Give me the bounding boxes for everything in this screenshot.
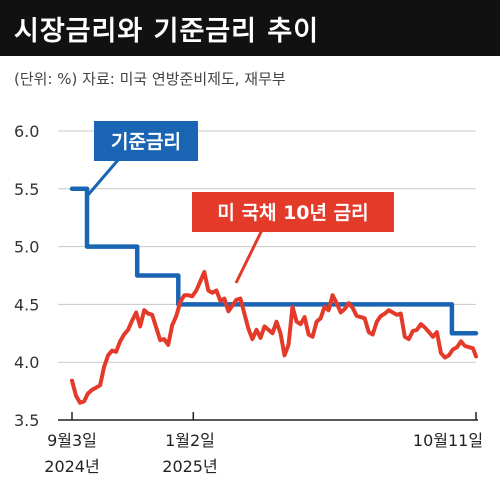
x-tick-label: 9월3일 — [47, 431, 97, 450]
y-tick-label: 4.0 — [14, 353, 39, 372]
treasury-pointer — [234, 229, 264, 284]
base-rate-label: 기준금리 — [111, 131, 181, 153]
base-rate-label-box — [94, 121, 198, 161]
y-tick-label: 5.0 — [14, 238, 39, 257]
y-axis-ticks: 3.5 4.0 4.5 5.0 5.5 6.0 — [14, 122, 39, 430]
y-tick-label: 4.5 — [14, 295, 39, 314]
base-rate-line — [69, 186, 479, 336]
title-bar: 시장금리와 기준금리 추이 — [0, 0, 500, 56]
base-rate-pointer — [86, 159, 120, 196]
treasury-label: 미 국채 10년 금리 — [217, 202, 368, 224]
x-tick-sublabel: 2025년 — [162, 457, 217, 476]
y-tick-label: 5.5 — [14, 180, 39, 199]
x-tick-label: 1월2일 — [165, 431, 215, 450]
treasury-label-box — [192, 192, 394, 232]
y-tick-label: 3.5 — [14, 411, 39, 430]
x-tick-sublabel: 2024년 — [44, 457, 99, 476]
series-lines — [69, 186, 479, 405]
x-tick-label: 10월11일 — [413, 431, 483, 450]
chart-title: 시장금리와 기준금리 추이 — [14, 16, 320, 47]
x-axis: 9월3일 2024년 1월2일 2025년 10월11일 — [44, 412, 483, 476]
y-tick-label: 6.0 — [14, 122, 39, 141]
unit-source-note: (단위: %) 자료: 미국 연방준비제도, 재무부 — [14, 70, 286, 88]
treasury-yield-line — [70, 270, 478, 405]
